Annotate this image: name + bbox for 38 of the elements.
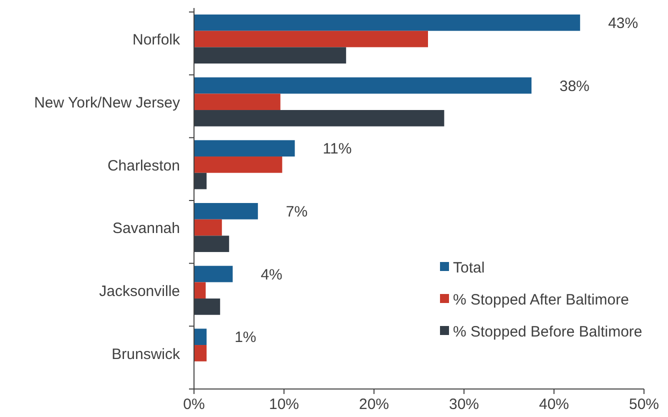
bar [194,94,280,110]
x-tick-label: 30% [448,396,480,413]
bar [194,236,230,252]
y-tick-label: Jacksonville [99,283,180,300]
y-tick-label: Norfolk [132,32,180,49]
y-tick-label: Savannah [112,220,180,238]
bar [194,156,282,173]
bar [194,14,580,31]
data-label: 4% [260,266,282,284]
legend-label: % Stopped Before Baltimore [453,323,642,340]
x-tick-label: 10% [268,396,300,413]
bar [194,110,444,126]
y-tick-label: New York/New Jersey [34,94,180,112]
bar [194,219,222,236]
bar [194,266,233,282]
bar [194,77,532,94]
bar [194,282,206,299]
bar [194,298,220,315]
y-tick-label: Brunswick [112,346,180,363]
x-tick-label: 0% [183,396,205,413]
x-tick-label: 50% [628,396,660,413]
legend-label: % Stopped After Baltimore [453,291,629,308]
bar [194,345,207,362]
y-tick-label: Charleston [107,157,180,174]
data-label: 38% [560,78,590,95]
bar [194,30,428,48]
data-label: 1% [234,329,256,346]
bar [194,203,258,220]
bar [194,47,346,64]
bar [194,328,207,346]
data-label: 11% [322,140,352,158]
bar [194,140,295,157]
bar [194,172,207,190]
x-tick-label: 40% [538,396,570,413]
legend-label: Total [453,259,485,276]
x-tick-label: 20% [358,396,390,413]
data-label: 7% [286,203,308,220]
data-label: 43% [608,14,638,32]
